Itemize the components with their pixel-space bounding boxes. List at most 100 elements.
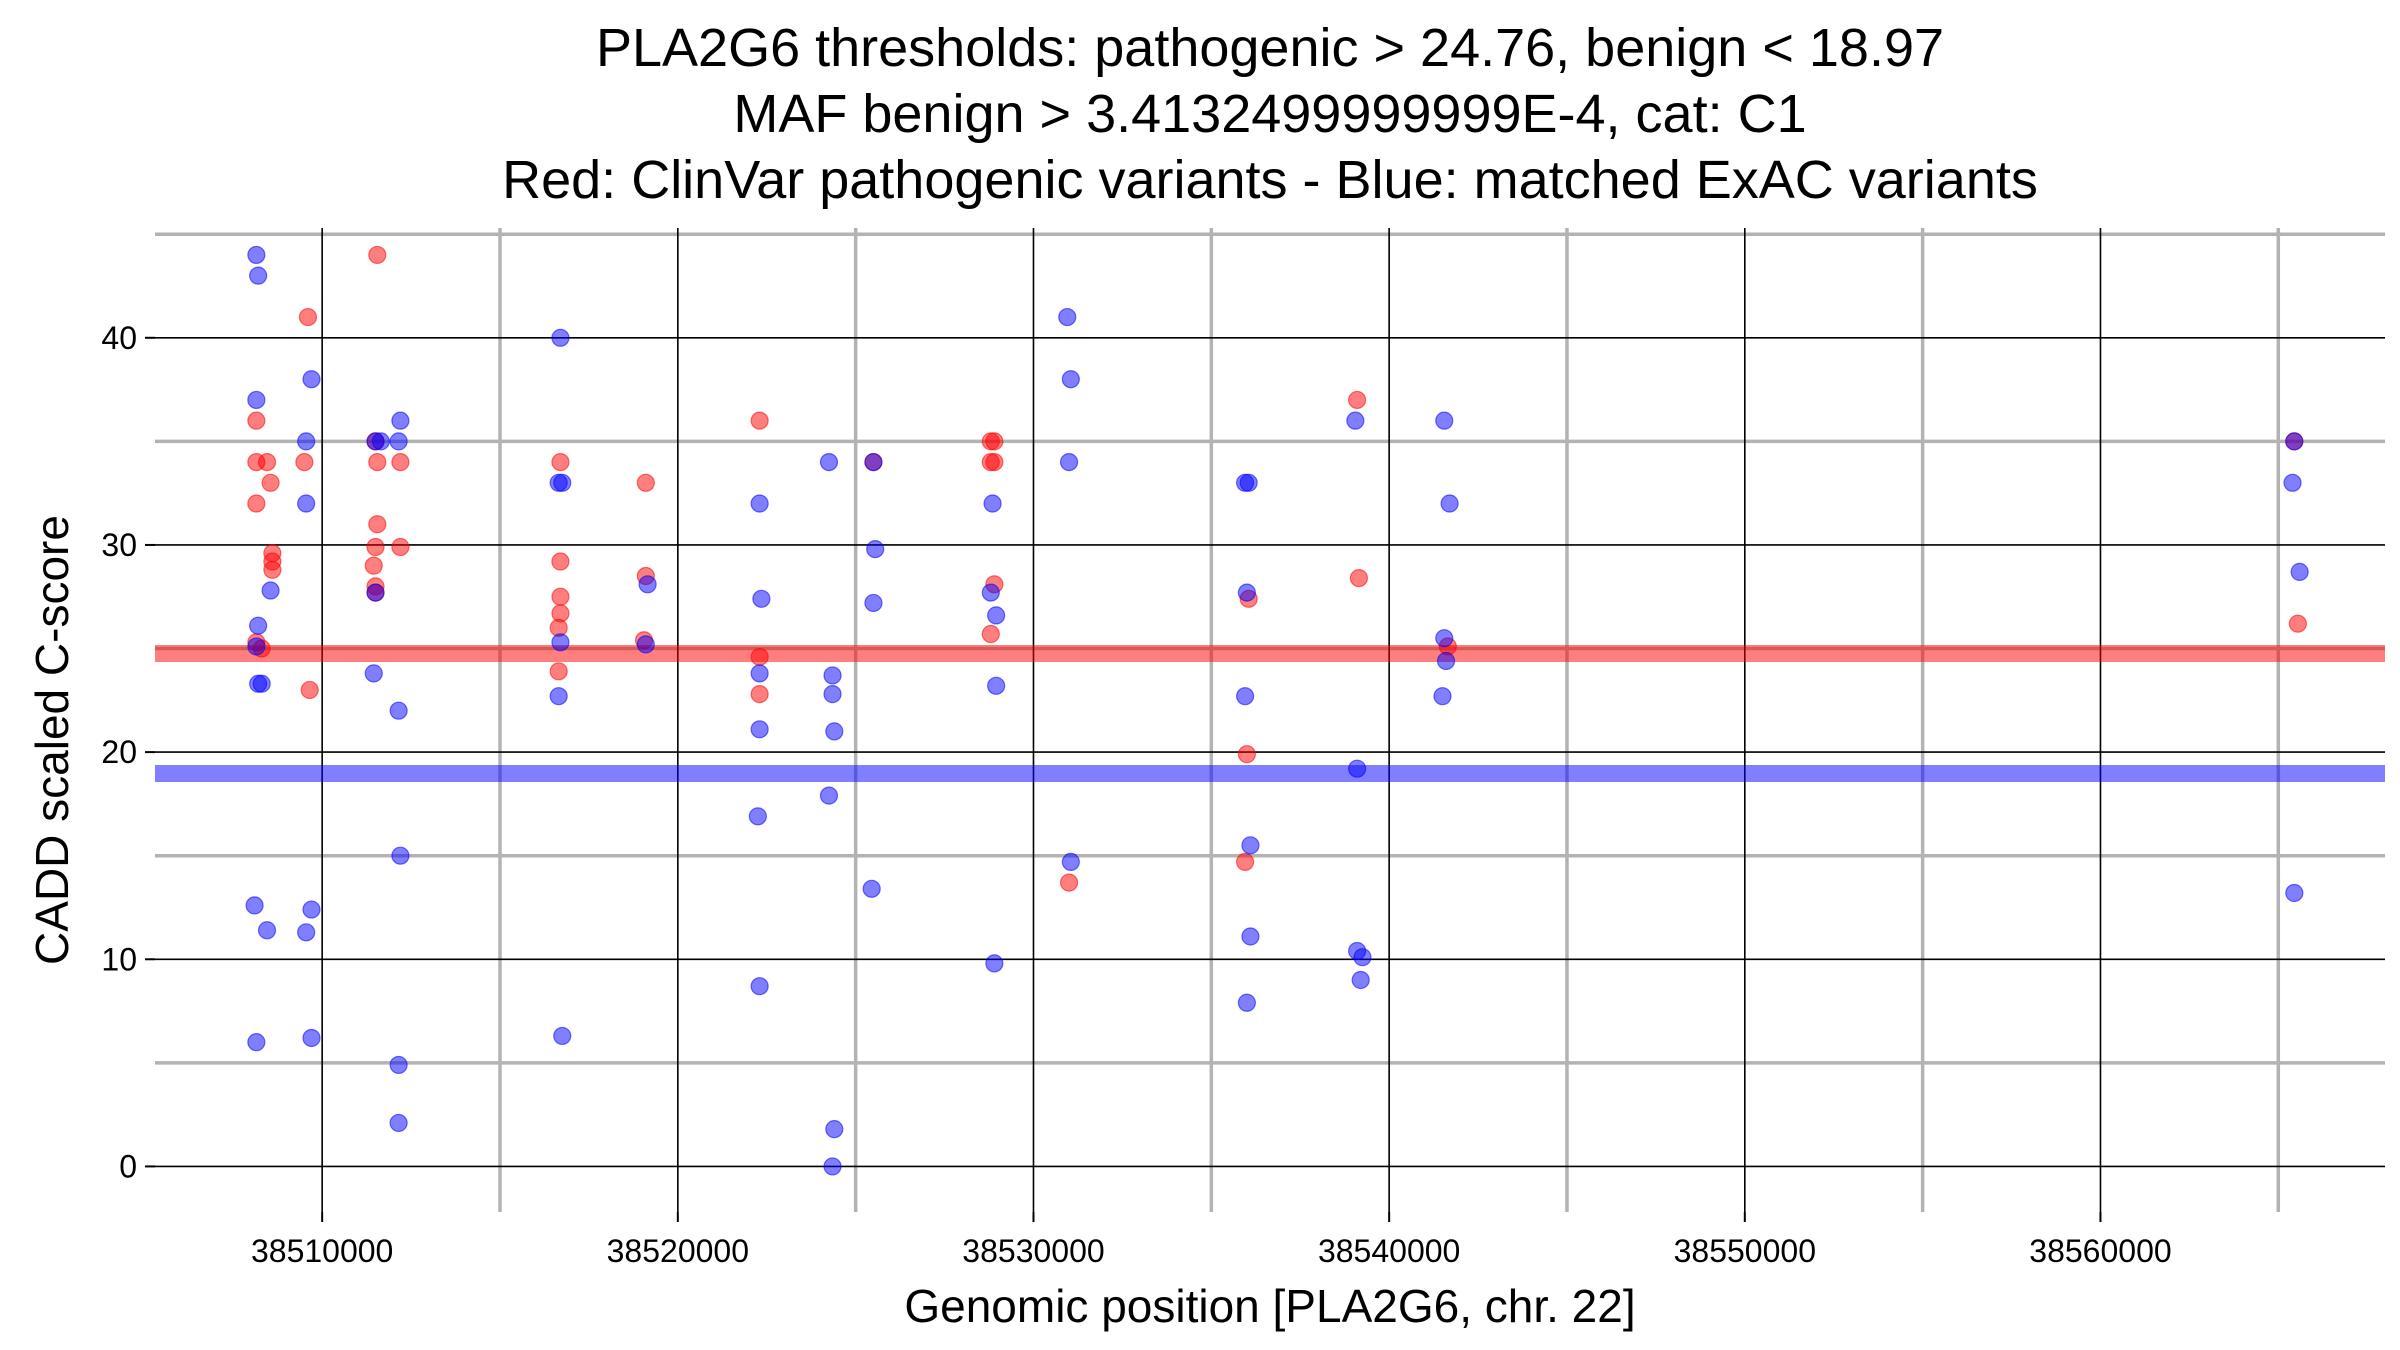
- exac-point: [981, 583, 1000, 602]
- exac-point: [391, 846, 410, 865]
- exac-point: [1351, 970, 1370, 990]
- exac-point: [389, 701, 408, 720]
- clinvar-point: [368, 452, 387, 472]
- clinvar-point: [1348, 390, 1367, 410]
- title-line-2: MAF benign > 3.4132499999999E-4, cat: C1: [733, 84, 1806, 144]
- major-gridlines: [155, 228, 2385, 1212]
- title-line-1: PLA2G6 thresholds: pathogenic > 24.76, b…: [596, 18, 1944, 78]
- exac-point: [389, 1113, 408, 1133]
- exac-point: [1237, 993, 1256, 1012]
- y-axis-label: CADD scaled C-score: [26, 515, 78, 965]
- clinvar-point: [261, 473, 280, 492]
- data-points: [245, 245, 2309, 1176]
- exac-point: [1440, 494, 1459, 513]
- exac-point: [823, 666, 842, 685]
- exac-point: [2290, 562, 2309, 581]
- clinvar-point: [981, 624, 1000, 644]
- clinvar-point: [985, 432, 1004, 451]
- exac-point: [1241, 836, 1260, 855]
- exac-point: [1436, 651, 1456, 671]
- exac-point: [1239, 473, 1258, 492]
- exac-point: [245, 896, 264, 915]
- clinvar-point: [551, 452, 570, 472]
- exac-point: [1061, 370, 1080, 389]
- y-axis-ticks: 0 10 20 30 40: [101, 320, 155, 1184]
- exac-point: [987, 676, 1006, 695]
- exac-point: [983, 494, 1002, 513]
- exac-point: [1236, 687, 1255, 706]
- clinvar-point: [368, 245, 387, 265]
- clinvar-point: [257, 452, 277, 472]
- title-line-3: Red: ClinVar pathogenic variants - Blue:…: [502, 150, 2038, 210]
- exac-point: [389, 1055, 408, 1075]
- exac-point: [636, 635, 655, 654]
- exac-point: [249, 266, 268, 285]
- exac-point: [249, 616, 268, 635]
- clinvar-point: [1236, 852, 1255, 872]
- exac-point: [825, 1120, 844, 1139]
- exac-point: [257, 921, 277, 940]
- exac-point: [1353, 948, 1372, 967]
- exac-point: [389, 432, 408, 451]
- exac-point: [987, 606, 1006, 625]
- y-tick-label: 10: [101, 941, 137, 977]
- x-tick-label: 38530000: [962, 1233, 1104, 1269]
- exac-point: [985, 954, 1004, 973]
- exac-point: [825, 722, 844, 741]
- exac-point: [247, 390, 266, 410]
- clinvar-point: [263, 560, 282, 579]
- exac-point: [364, 664, 383, 683]
- exac-point: [1346, 411, 1365, 430]
- clinvar-point: [985, 452, 1004, 472]
- exac-point: [748, 807, 767, 826]
- exac-point: [391, 411, 410, 430]
- y-tick-label: 20: [101, 734, 137, 770]
- clinvar-point: [247, 494, 266, 513]
- exac-point: [302, 370, 321, 389]
- exac-point: [252, 674, 271, 693]
- exac-point: [302, 900, 321, 919]
- minor-gridlines: [155, 228, 2385, 1212]
- exac-point: [551, 633, 570, 652]
- clinvar-point: [636, 473, 655, 492]
- clinvar-point: [391, 537, 410, 557]
- exac-point: [371, 432, 390, 451]
- exac-point: [1435, 411, 1454, 430]
- exac-point: [302, 1028, 321, 1048]
- clinvar-point: [1237, 745, 1256, 764]
- exac-point: [1061, 852, 1080, 872]
- exac-point: [2285, 883, 2304, 903]
- chart-title: PLA2G6 thresholds: pathogenic > 24.76, b…: [502, 18, 2038, 210]
- exac-point: [1058, 307, 1077, 327]
- clinvar-point: [298, 307, 318, 327]
- clinvar-point: [2288, 614, 2307, 633]
- clinvar-point: [391, 452, 410, 472]
- exac-point: [864, 593, 883, 613]
- clinvar-point: [300, 680, 319, 700]
- clinvar-point: [750, 647, 769, 666]
- exac-point: [819, 452, 839, 472]
- exac-point: [2283, 473, 2302, 492]
- exac-point: [1241, 927, 1260, 946]
- clinvar-point: [1059, 873, 1079, 892]
- exac-point: [261, 581, 280, 600]
- y-tick-label: 40: [101, 320, 137, 356]
- exac-point: [862, 879, 881, 898]
- exac-point: [551, 328, 570, 347]
- clinvar-point: [549, 662, 568, 681]
- exac-point: [366, 583, 385, 602]
- exac-point: [1435, 629, 1454, 648]
- exac-point: [750, 977, 769, 996]
- exac-point: [866, 539, 885, 559]
- exac-point: [1059, 452, 1079, 472]
- exac-point: [1237, 583, 1256, 602]
- clinvar-point: [551, 552, 570, 571]
- exac-point: [247, 245, 266, 265]
- exac-point: [638, 575, 657, 594]
- exac-point: [750, 720, 769, 739]
- y-tick-label: 30: [101, 527, 137, 563]
- clinvar-point: [247, 411, 266, 430]
- clinvar-point: [1349, 568, 1369, 588]
- clinvar-point: [368, 515, 387, 534]
